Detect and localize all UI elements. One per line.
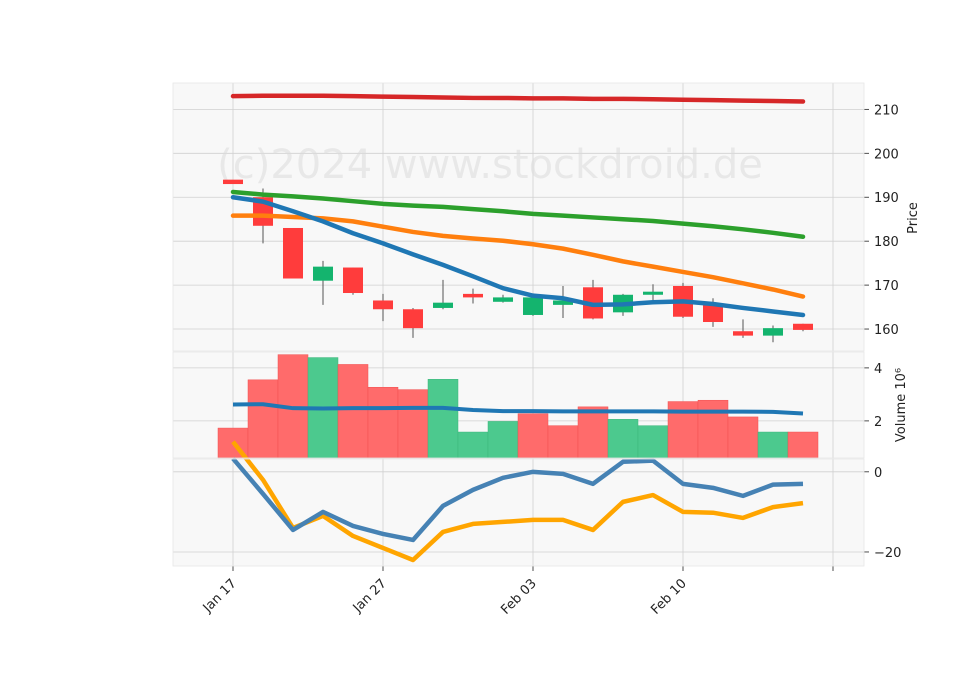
- candle-body: [493, 297, 513, 302]
- price-panel: [223, 93, 813, 343]
- moving-average-line-sma_long: [230, 93, 806, 104]
- volume-bar: [787, 431, 819, 459]
- volume-bar: [487, 421, 519, 459]
- y-tick-label: 0: [874, 466, 882, 481]
- volume-bar: [427, 379, 459, 459]
- volume-bar: [457, 431, 489, 459]
- volume-bar: [247, 379, 279, 459]
- x-tick-label: Feb 03: [498, 576, 540, 618]
- moving-average-line-sma_fast: [230, 194, 806, 318]
- volume-bar: [607, 419, 639, 459]
- y-tick-label: 210: [874, 103, 899, 118]
- candle-body: [763, 328, 783, 336]
- volume-bar: [697, 399, 729, 459]
- candle-body: [433, 302, 453, 308]
- y-tick-label: 4: [874, 362, 882, 377]
- candle-body: [463, 293, 483, 298]
- candle-body: [553, 300, 573, 305]
- price-axis-label: Price: [906, 202, 921, 234]
- y-tick-label: 190: [874, 191, 899, 206]
- volume-bar: [757, 431, 789, 459]
- watermark-text: (c)2024 www.stockdroid.de: [217, 142, 763, 188]
- volume-bar: [337, 364, 369, 459]
- candle-body: [283, 227, 303, 279]
- signal-line: [231, 440, 804, 563]
- candle-body: [373, 300, 393, 310]
- panel-backgrounds: [173, 83, 864, 566]
- volume-bar: [547, 425, 579, 459]
- candle-body: [343, 267, 363, 294]
- x-tick-label: Feb 10: [648, 576, 690, 618]
- y-tick-label: −20: [874, 546, 901, 561]
- volume-bar: [517, 413, 549, 459]
- macd-line: [231, 457, 804, 543]
- volume-average-line: [232, 402, 804, 416]
- candle-body: [733, 331, 753, 336]
- y-tick-label: 160: [874, 323, 899, 338]
- candle-body: [703, 304, 723, 323]
- volume-bar: [367, 386, 399, 459]
- candle-body: [643, 291, 663, 295]
- volume-bar: [637, 425, 669, 459]
- panel-border-vol: [172, 351, 865, 459]
- candle-body: [523, 297, 543, 315]
- volume-bar: [397, 389, 429, 459]
- candle-body: [403, 309, 423, 329]
- moving-average-line-sma_slow: [230, 189, 806, 240]
- y-tick-label: 2: [874, 415, 882, 430]
- moving-average-line-sma_mid: [230, 213, 806, 299]
- candle-body: [223, 179, 243, 185]
- candle-body: [793, 323, 813, 330]
- y-tick-label: 170: [874, 279, 899, 294]
- panel-border-price: [172, 82, 865, 352]
- candle-body: [313, 266, 333, 281]
- y-tick-label: 200: [874, 147, 899, 162]
- panel-border-macd: [172, 458, 865, 567]
- x-tick-label: Jan 17: [200, 576, 240, 616]
- macd-panel: [231, 440, 804, 563]
- volume-bar: [727, 416, 759, 459]
- volume-bar: [577, 406, 609, 459]
- volume-axis-label: Volume 10⁶: [894, 368, 909, 442]
- y-tick-label: 180: [874, 235, 899, 250]
- x-tick-label: Jan 27: [350, 576, 390, 616]
- volume-panel: [217, 354, 819, 459]
